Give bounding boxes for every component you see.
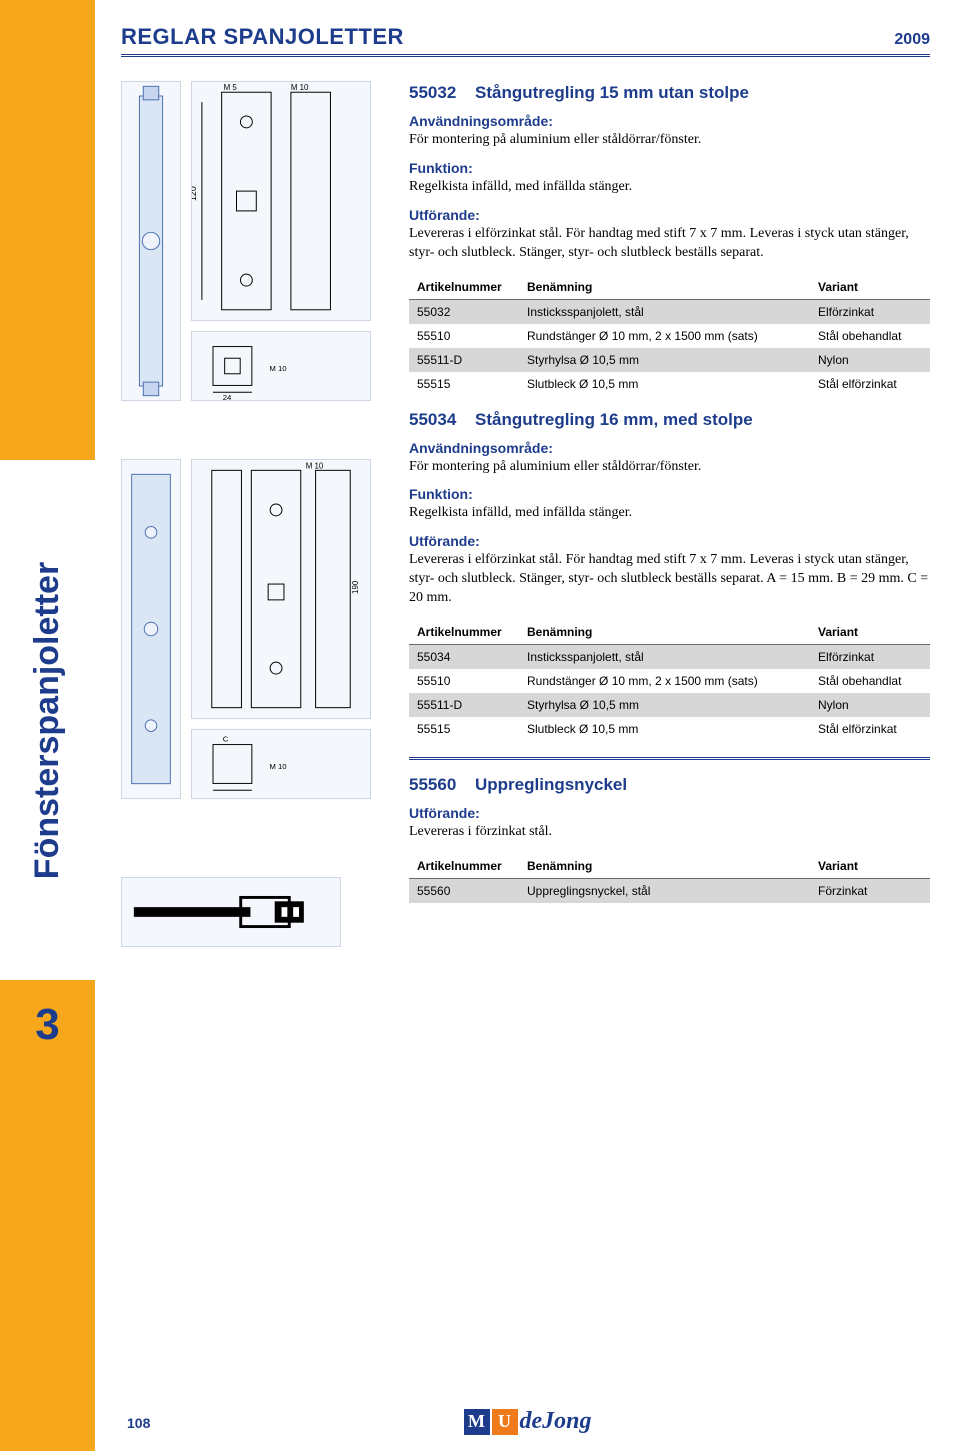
table-row: 55511-DStyrhylsa Ø 10,5 mmNylon [409, 348, 930, 372]
text-anv: För montering på aluminium eller ståldör… [409, 131, 930, 150]
svg-text:M 10: M 10 [291, 83, 309, 92]
text-utf: Levereras i förzinkat stål. [409, 823, 930, 842]
heading-funk: Funktion: [409, 160, 930, 176]
product-code: 55032 [409, 83, 456, 102]
text-funk: Regelkista infälld, med infällda stänger… [409, 178, 930, 197]
tech-drawing-55032-detail: 24 M 10 [191, 331, 371, 401]
heading-utf: Utförande: [409, 207, 930, 223]
logo: M U deJong [464, 1408, 592, 1435]
page-title: REGLAR SPANJOLETTER [121, 24, 404, 50]
logo-m-icon: M [464, 1409, 490, 1435]
product-photo-55560 [121, 877, 341, 947]
th-artnr: Artikelnummer [409, 854, 519, 879]
th-var: Variant [810, 854, 930, 879]
logo-u-icon: U [492, 1409, 518, 1435]
svg-text:190: 190 [351, 580, 360, 594]
product-code: 55560 [409, 775, 456, 794]
svg-text:M 10: M 10 [269, 762, 287, 771]
th-artnr: Artikelnummer [409, 275, 519, 300]
page-footer: 108 M U deJong [95, 1408, 960, 1435]
th-ben: Benämning [519, 620, 810, 645]
text-utf: Levereras i elförzinkat stål. För handta… [409, 551, 930, 608]
text-funk: Regelkista infälld, med infällda stänger… [409, 504, 930, 523]
product-block-55560: 55560 Uppreglingsnyckel Utförande: Lever… [409, 775, 930, 903]
side-label: Fönsterspanjoletter [28, 561, 67, 878]
figures-column: 120 M 5 M 10 24 M 10 M 10 190 [121, 69, 391, 947]
table-row: 55032Insticksspanjolett, stålElförzinkat [409, 299, 930, 324]
data-table-55560: Artikelnummer Benämning Variant 55560Upp… [409, 854, 930, 903]
heading-funk: Funktion: [409, 486, 930, 502]
svg-text:24: 24 [223, 393, 232, 400]
heading-utf: Utförande: [409, 805, 930, 821]
svg-text:120: 120 [192, 186, 198, 201]
th-ben: Benämning [519, 854, 810, 879]
data-table-55034: Artikelnummer Benämning Variant 55034Ins… [409, 620, 930, 741]
page-header: REGLAR SPANJOLETTER 2009 [121, 24, 930, 57]
side-label-box: Fönsterspanjoletter [0, 460, 95, 980]
text-column: 55032 Stångutregling 15 mm utan stolpe A… [409, 69, 930, 947]
side-tab: Fönsterspanjoletter 3 [0, 0, 95, 1451]
product-photo-55032 [121, 81, 181, 401]
text-anv: För montering på aluminium eller ståldör… [409, 458, 930, 477]
table-row: 55034Insticksspanjolett, stålElförzinkat [409, 645, 930, 670]
svg-text:M 10: M 10 [306, 461, 324, 470]
th-ben: Benämning [519, 275, 810, 300]
heading-utf: Utförande: [409, 533, 930, 549]
tech-drawing-55032: 120 M 5 M 10 [191, 81, 371, 321]
th-var: Variant [810, 275, 930, 300]
table-row: 55510Rundstänger Ø 10 mm, 2 x 1500 mm (s… [409, 669, 930, 693]
table-row: 55511-DStyrhylsa Ø 10,5 mmNylon [409, 693, 930, 717]
logo-text: deJong [520, 1408, 592, 1435]
th-artnr: Artikelnummer [409, 620, 519, 645]
product-title: 55032 Stångutregling 15 mm utan stolpe [409, 83, 930, 103]
page-number: 108 [127, 1415, 150, 1431]
product-block-55034: 55034 Stångutregling 16 mm, med stolpe A… [409, 410, 930, 741]
table-row: 55515Slutbleck Ø 10,5 mmStål elförzinkat [409, 372, 930, 396]
tech-drawing-55034-detail: M 10 C [191, 729, 371, 799]
heading-anv: Användningsområde: [409, 440, 930, 456]
product-code: 55034 [409, 410, 456, 429]
svg-text:M 5: M 5 [224, 83, 238, 92]
divider-rule [409, 757, 930, 761]
text-utf: Levereras i elförzinkat stål. För handta… [409, 225, 930, 263]
table-row: 55515Slutbleck Ø 10,5 mmStål elförzinkat [409, 717, 930, 741]
product-photo-55034 [121, 459, 181, 799]
product-block-55032: 55032 Stångutregling 15 mm utan stolpe A… [409, 83, 930, 396]
data-table-55032: Artikelnummer Benämning Variant 55032Ins… [409, 275, 930, 396]
table-row: 55510Rundstänger Ø 10 mm, 2 x 1500 mm (s… [409, 324, 930, 348]
svg-text:C: C [223, 735, 229, 744]
heading-anv: Användningsområde: [409, 113, 930, 129]
product-title: 55034 Stångutregling 16 mm, med stolpe [409, 410, 930, 430]
product-name: Stångutregling 15 mm utan stolpe [475, 83, 749, 102]
svg-text:M 10: M 10 [269, 364, 287, 373]
product-name: Stångutregling 16 mm, med stolpe [475, 410, 753, 429]
product-name: Uppreglingsnyckel [475, 775, 627, 794]
page-year: 2009 [894, 31, 930, 49]
tech-drawing-55034: M 10 190 [191, 459, 371, 719]
th-var: Variant [810, 620, 930, 645]
table-row: 55560Uppreglingsnyckel, stålFörzinkat [409, 878, 930, 903]
side-number: 3 [0, 1000, 95, 1050]
product-title: 55560 Uppreglingsnyckel [409, 775, 930, 795]
